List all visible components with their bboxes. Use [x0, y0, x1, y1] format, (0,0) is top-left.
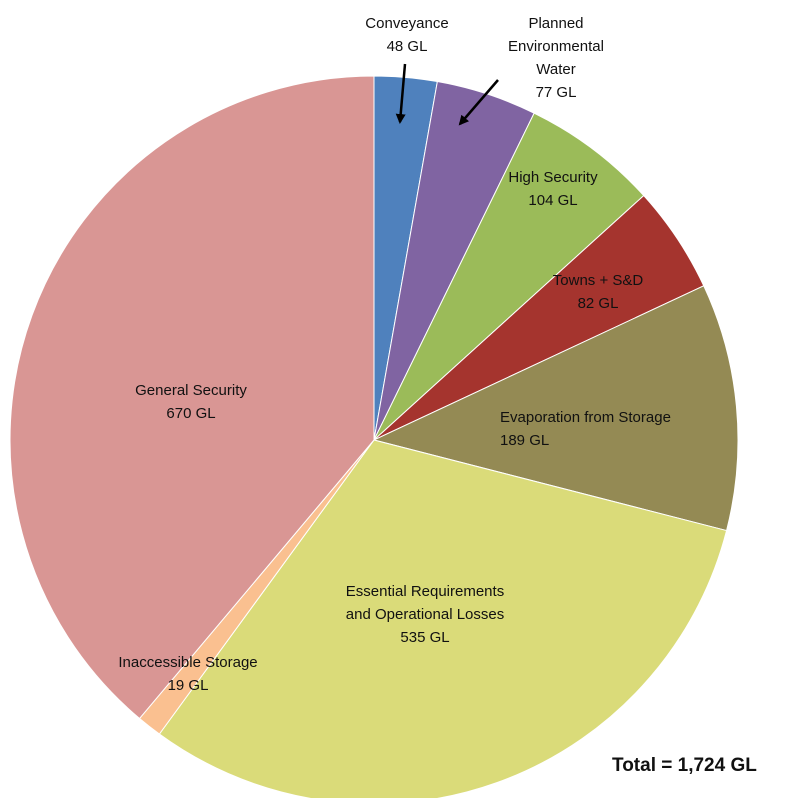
label-conveyance: Conveyance 48 GL: [365, 15, 448, 55]
label-essential-requirements-and-operational-losses: Essential Requirements and Operational Lo…: [346, 583, 504, 646]
label-general-security: General Security 670 GL: [135, 382, 247, 422]
slice-high-security: [373, 112, 645, 441]
label-towns-sandd: Towns + S&D 82 GL: [553, 272, 644, 312]
conveyance-arrow: [395, 63, 407, 124]
slice-evaporation-from-storage: [372, 285, 739, 532]
label-evaporation-from-storage: Evaporation from Storage 189 GL: [500, 409, 671, 449]
label-planned-environmental-water: Planned Environmental Water 77 GL: [508, 15, 604, 101]
planned-environmental-water-arrow: [458, 79, 499, 126]
label-high-security: High Security 104 GL: [508, 169, 598, 209]
slice-essential-requirements-and-operational-losses: [158, 439, 728, 798]
slice-general-security: [9, 75, 375, 720]
total-label: Total = 1,724 GL: [612, 755, 757, 776]
label-inaccessible-storage: Inaccessible Storage 19 GL: [118, 654, 257, 694]
